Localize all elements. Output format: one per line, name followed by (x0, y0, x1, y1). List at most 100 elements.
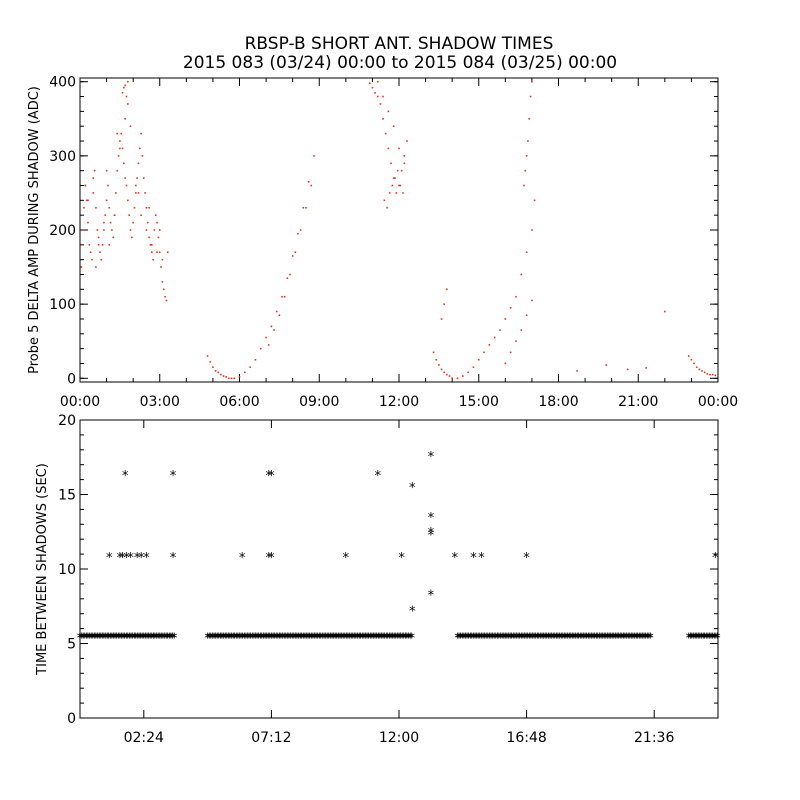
baseline-asterisk-point: * (546, 632, 554, 647)
baseline-asterisk-point: * (704, 632, 712, 647)
asterisk-point: * (267, 469, 275, 484)
baseline-asterisk-point: * (124, 632, 132, 647)
shadow-amp-point (605, 364, 608, 366)
baseline-asterisk-point: * (468, 632, 476, 647)
baseline-asterisk-point: * (484, 632, 492, 647)
asterisk-point: * (477, 551, 485, 566)
baseline-asterisk-point: * (87, 632, 95, 647)
shadow-amp-point (136, 177, 138, 179)
baseline-asterisk-point: * (288, 632, 296, 647)
shadow-amp-point (123, 86, 125, 89)
baseline-asterisk-point: * (524, 632, 532, 647)
shadow-amp-point (267, 344, 270, 346)
baseline-asterisk-point: * (694, 632, 702, 647)
baseline-asterisk-point: * (248, 632, 256, 647)
shadow-amp-point (690, 358, 693, 361)
shadow-amp-point (91, 258, 93, 261)
baseline-asterisk-point: * (699, 632, 707, 647)
baseline-asterisk-point: * (584, 632, 592, 647)
shadow-amp-point (162, 288, 165, 291)
baseline-asterisk-point: * (122, 632, 130, 647)
baseline-asterisk-point: * (352, 632, 360, 647)
baseline-asterisk-point: * (525, 632, 533, 647)
shadow-amp-point (166, 251, 169, 254)
baseline-asterisk-point: * (346, 632, 354, 647)
shadow-amp-point (165, 299, 168, 302)
baseline-asterisk-point: * (696, 632, 704, 647)
shadow-amp-point (80, 266, 83, 268)
shadow-amp-point (462, 375, 464, 377)
top-xtick-label: 12:00 (379, 394, 419, 410)
shadow-amp-point (143, 177, 145, 179)
baseline-asterisk-point: * (588, 632, 596, 647)
baseline-asterisk-point: * (599, 632, 607, 647)
baseline-asterisk-point: * (110, 632, 118, 647)
asterisk-point: * (121, 469, 129, 484)
bottom-xtick-label: 02:24 (124, 730, 164, 746)
baseline-asterisk-point: * (130, 632, 138, 647)
baseline-asterisk-point: * (389, 632, 397, 647)
shadow-amp-point (148, 206, 150, 209)
shadow-amp-point (493, 336, 496, 339)
baseline-asterisk-point: * (279, 632, 287, 647)
baseline-asterisk-point: * (616, 632, 624, 647)
baseline-asterisk-point: * (135, 632, 143, 647)
baseline-asterisk-point: * (400, 632, 408, 647)
baseline-asterisk-point: * (548, 632, 556, 647)
asterisk-point: * (127, 551, 135, 566)
baseline-asterisk-point: * (463, 632, 471, 647)
shadow-amp-point (156, 221, 158, 224)
shadow-amp-point (127, 103, 129, 105)
shadow-amp-point (529, 95, 532, 98)
baseline-asterisk-point: * (406, 632, 414, 647)
shadow-amp-point (388, 192, 391, 194)
baseline-asterisk-point: * (702, 632, 710, 647)
baseline-asterisk-point: * (127, 632, 135, 647)
shadow-amp-point (695, 366, 698, 368)
shadow-amp-point (687, 355, 690, 357)
baseline-asterisk-point: * (373, 632, 381, 647)
baseline-asterisk-point: * (498, 632, 506, 647)
shadow-amp-point (107, 184, 109, 187)
baseline-asterisk-point: * (608, 632, 616, 647)
baseline-asterisk-point: * (712, 632, 720, 647)
baseline-asterisk-point: * (237, 632, 245, 647)
baseline-asterisk-point: * (355, 632, 363, 647)
shadow-amp-point (313, 155, 315, 157)
shadow-amp-point (156, 251, 158, 254)
baseline-asterisk-point: * (156, 632, 164, 647)
baseline-asterisk-point: * (207, 632, 215, 647)
baseline-asterisk-point: * (532, 632, 540, 647)
shadow-amp-point (525, 155, 528, 157)
shadow-amp-point (150, 251, 153, 254)
baseline-asterisk-point: * (500, 632, 508, 647)
baseline-asterisk-point: * (529, 632, 537, 647)
baseline-asterisk-point: * (331, 632, 339, 647)
baseline-asterisk-point: * (403, 632, 411, 647)
shadow-amp-point (116, 132, 119, 135)
baseline-asterisk-point: * (132, 632, 140, 647)
baseline-asterisk-point: * (551, 632, 559, 647)
baseline-asterisk-point: * (347, 632, 355, 647)
baseline-asterisk-point: * (280, 632, 288, 647)
shadow-amp-point (120, 132, 123, 135)
shadow-amp-point (374, 92, 376, 94)
baseline-asterisk-point: * (330, 632, 338, 647)
baseline-asterisk-point: * (309, 632, 317, 647)
baseline-asterisk-point: * (271, 632, 279, 647)
shadow-amp-point (693, 362, 695, 365)
asterisk-point: * (427, 511, 435, 526)
baseline-asterisk-point: * (143, 632, 151, 647)
shadow-amp-point (137, 162, 140, 165)
baseline-asterisk-point: * (621, 632, 629, 647)
baseline-asterisk-point: * (530, 632, 538, 647)
shadow-amp-point (289, 273, 291, 276)
shadow-amp-point (438, 364, 440, 366)
asterisk-point: * (123, 551, 131, 566)
shadow-amp-point (164, 295, 166, 298)
shadow-amp-point (524, 169, 527, 172)
baseline-asterisk-point: * (537, 632, 545, 647)
top-xtick-label: 03:00 (140, 394, 180, 410)
baseline-asterisk-point: * (460, 632, 468, 647)
